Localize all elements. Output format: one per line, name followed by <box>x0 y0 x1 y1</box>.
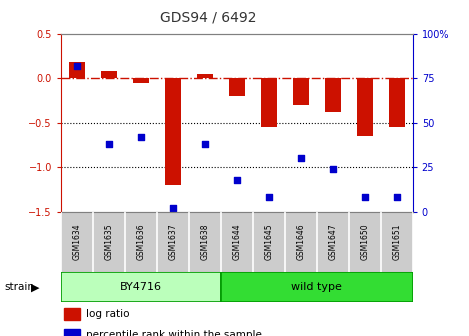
Text: GSM1637: GSM1637 <box>168 223 177 260</box>
Text: percentile rank within the sample: percentile rank within the sample <box>85 330 261 336</box>
Text: GSM1645: GSM1645 <box>265 223 273 260</box>
Point <box>393 195 401 200</box>
Text: log ratio: log ratio <box>85 309 129 319</box>
Bar <box>389 78 405 127</box>
Bar <box>293 78 309 105</box>
Text: GSM1636: GSM1636 <box>136 223 145 260</box>
Point <box>73 63 81 68</box>
Point <box>329 166 337 172</box>
Text: GSM1634: GSM1634 <box>72 223 82 260</box>
Bar <box>221 272 413 302</box>
Bar <box>64 308 80 320</box>
Text: wild type: wild type <box>291 282 342 292</box>
Text: GSM1644: GSM1644 <box>232 223 242 260</box>
Point <box>169 205 177 211</box>
Bar <box>229 78 245 96</box>
Bar <box>101 71 117 78</box>
Text: GSM1635: GSM1635 <box>105 223 113 260</box>
Point <box>297 156 304 161</box>
Text: GSM1646: GSM1646 <box>296 223 305 260</box>
Point <box>201 141 209 147</box>
Bar <box>261 78 277 127</box>
Bar <box>64 329 80 336</box>
Bar <box>133 78 149 83</box>
Text: GSM1638: GSM1638 <box>200 224 209 260</box>
Text: GSM1650: GSM1650 <box>360 223 369 260</box>
Text: BY4716: BY4716 <box>120 282 162 292</box>
Text: GSM1651: GSM1651 <box>392 224 401 260</box>
Text: GSM1647: GSM1647 <box>328 223 337 260</box>
Bar <box>69 62 85 78</box>
Text: strain: strain <box>5 282 35 292</box>
Bar <box>357 78 373 136</box>
Bar <box>197 74 213 78</box>
Text: GDS94 / 6492: GDS94 / 6492 <box>160 10 257 24</box>
Point <box>233 177 241 182</box>
Text: ▶: ▶ <box>31 282 39 292</box>
Bar <box>165 78 181 185</box>
Point <box>361 195 369 200</box>
Bar <box>325 78 341 112</box>
Bar <box>61 272 221 302</box>
Point <box>265 195 272 200</box>
Point <box>105 141 113 147</box>
Point <box>137 134 144 139</box>
